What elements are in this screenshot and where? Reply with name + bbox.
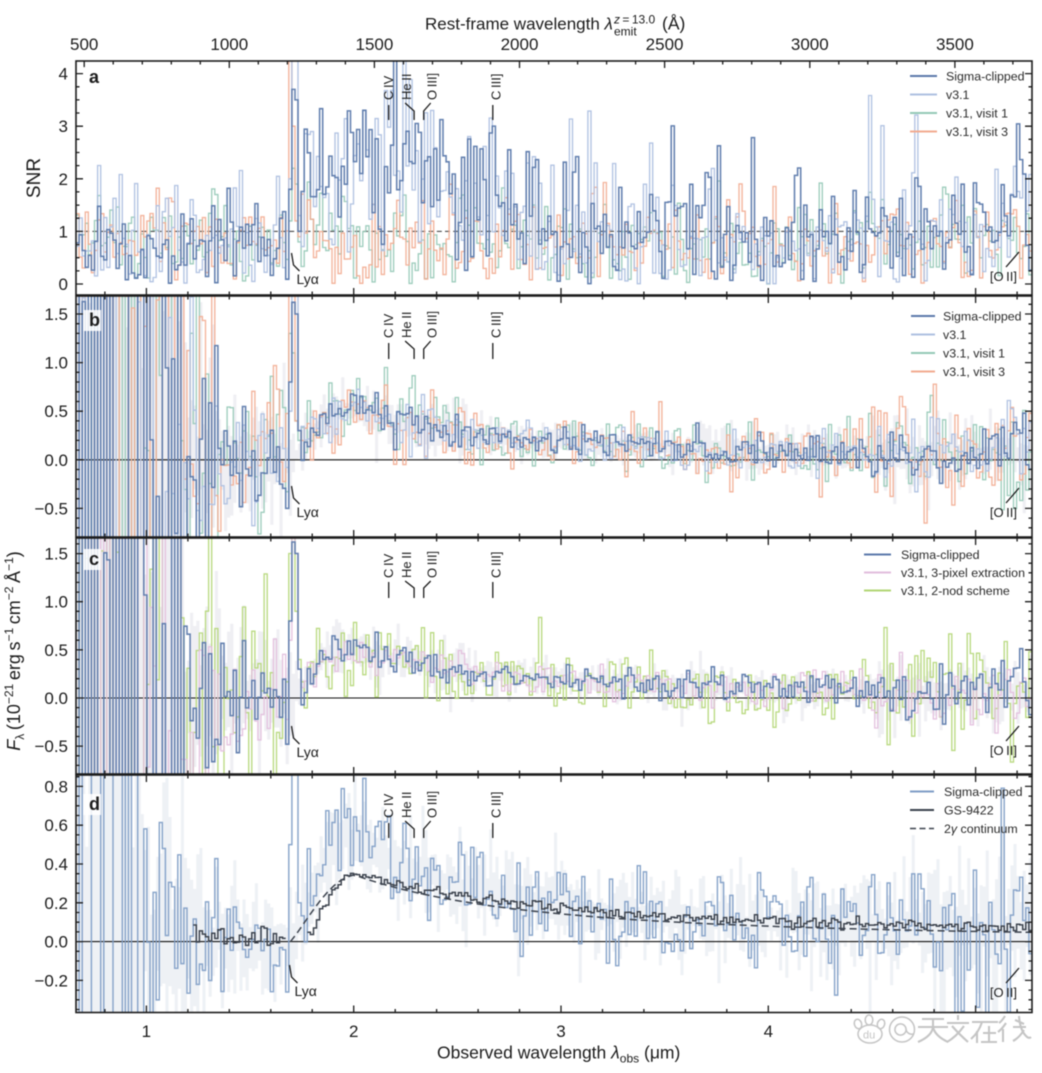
svg-text:0.0: 0.0 <box>44 451 68 470</box>
svg-text:[O II]: [O II] <box>990 985 1017 1000</box>
svg-text:Lyα: Lyα <box>297 744 319 760</box>
svg-text:v3.1, visit 1: v3.1, visit 1 <box>943 347 1005 361</box>
svg-text:O III]: O III] <box>425 311 440 338</box>
svg-text:Observed wavelength λobs (μm): Observed wavelength λobs (μm) <box>437 1043 680 1066</box>
svg-text:Lyα: Lyα <box>297 271 319 287</box>
svg-text:1500: 1500 <box>355 35 393 54</box>
svg-text:He II: He II <box>399 552 414 578</box>
svg-text:O III]: O III] <box>425 73 440 100</box>
svg-text:Sigma-clipped: Sigma-clipped <box>943 310 1022 324</box>
svg-text:0.6: 0.6 <box>44 816 68 835</box>
svg-text:500: 500 <box>70 35 98 54</box>
svg-text:0.0: 0.0 <box>44 689 68 708</box>
svg-text:−0.5: −0.5 <box>34 737 68 756</box>
svg-text:−0.2: −0.2 <box>34 971 68 990</box>
svg-text:Rest-frame wavelength λ: Rest-frame wavelength λ <box>425 15 613 34</box>
svg-text:(Å): (Å) <box>662 14 685 34</box>
svg-text:Fλ (10−21 erg s−1 cm−2 Å−1): Fλ (10−21 erg s−1 cm−2 Å−1) <box>2 551 27 751</box>
svg-text:2: 2 <box>59 170 68 189</box>
svg-text:GS-9422: GS-9422 <box>944 804 994 818</box>
svg-text:O III]: O III] <box>425 551 440 578</box>
svg-text:Sigma-clipped: Sigma-clipped <box>946 70 1025 84</box>
svg-text:He II: He II <box>399 312 414 338</box>
svg-text:3500: 3500 <box>936 35 974 54</box>
svg-text:2500: 2500 <box>646 35 684 54</box>
svg-text:C III]: C III] <box>488 792 503 818</box>
svg-text:2: 2 <box>349 1022 358 1041</box>
svg-text:[O II]: [O II] <box>990 743 1017 758</box>
svg-text:C III]: C III] <box>488 552 503 578</box>
svg-text:1.0: 1.0 <box>44 354 68 373</box>
svg-text:0.2: 0.2 <box>44 894 68 913</box>
svg-text:[O II]: [O II] <box>990 505 1017 520</box>
svg-text:d: d <box>89 794 100 814</box>
svg-text:3000: 3000 <box>791 35 829 54</box>
svg-text:1: 1 <box>59 222 68 241</box>
svg-text:C IV: C IV <box>381 75 396 100</box>
svg-text:1.5: 1.5 <box>44 305 68 324</box>
svg-text:C IV: C IV <box>381 313 396 338</box>
svg-text:v3.1: v3.1 <box>943 328 967 342</box>
svg-text:v3.1, visit 3: v3.1, visit 3 <box>943 365 1005 379</box>
svg-text:1.0: 1.0 <box>44 593 68 612</box>
svg-text:0: 0 <box>59 275 68 294</box>
svg-text:emit: emit <box>614 25 637 39</box>
svg-text:He II: He II <box>399 792 414 818</box>
svg-text:3: 3 <box>59 117 68 136</box>
svg-text:C III]: C III] <box>488 74 503 100</box>
svg-text:1.5: 1.5 <box>44 545 68 564</box>
svg-text:C III]: C III] <box>488 312 503 338</box>
svg-text:He II: He II <box>399 74 414 100</box>
svg-text:v3.1, 2-nod scheme: v3.1, 2-nod scheme <box>901 584 1010 598</box>
svg-text:2γ continuum: 2γ continuum <box>944 822 1018 836</box>
svg-text:[O II]: [O II] <box>990 269 1017 284</box>
svg-text:O III]: O III] <box>425 791 440 818</box>
svg-text:c: c <box>89 549 99 569</box>
svg-text:C IV: C IV <box>381 793 396 818</box>
svg-text:3: 3 <box>556 1022 565 1041</box>
svg-text:0.0: 0.0 <box>44 933 68 952</box>
svg-text:C IV: C IV <box>381 553 396 578</box>
svg-text:−0.5: −0.5 <box>34 499 68 518</box>
svg-text:1: 1 <box>142 1022 151 1041</box>
svg-text:Sigma-clipped: Sigma-clipped <box>901 548 980 562</box>
svg-text:a: a <box>89 67 100 87</box>
svg-text:Sigma-clipped: Sigma-clipped <box>944 785 1023 799</box>
svg-text:0.8: 0.8 <box>44 777 68 796</box>
svg-text:4: 4 <box>764 1022 773 1041</box>
svg-text:Lyα: Lyα <box>297 504 319 520</box>
svg-text:SNR: SNR <box>24 158 45 198</box>
svg-text:du: du <box>863 1030 875 1042</box>
svg-text:0.5: 0.5 <box>44 641 68 660</box>
svg-text:Lyα: Lyα <box>295 983 317 999</box>
svg-text:0.5: 0.5 <box>44 402 68 421</box>
svg-text:v3.1, visit 1: v3.1, visit 1 <box>946 107 1008 121</box>
svg-text:4: 4 <box>59 65 68 84</box>
svg-text:1000: 1000 <box>210 35 248 54</box>
svg-text:v3.1, 3-pixel extraction: v3.1, 3-pixel extraction <box>901 566 1025 580</box>
svg-text:z = 13.0: z = 13.0 <box>613 13 655 27</box>
svg-text:2000: 2000 <box>501 35 539 54</box>
svg-text:v3.1, visit 3: v3.1, visit 3 <box>946 125 1008 139</box>
svg-text:b: b <box>89 310 100 330</box>
svg-text:v3.1: v3.1 <box>946 88 970 102</box>
svg-text:0.4: 0.4 <box>44 855 68 874</box>
